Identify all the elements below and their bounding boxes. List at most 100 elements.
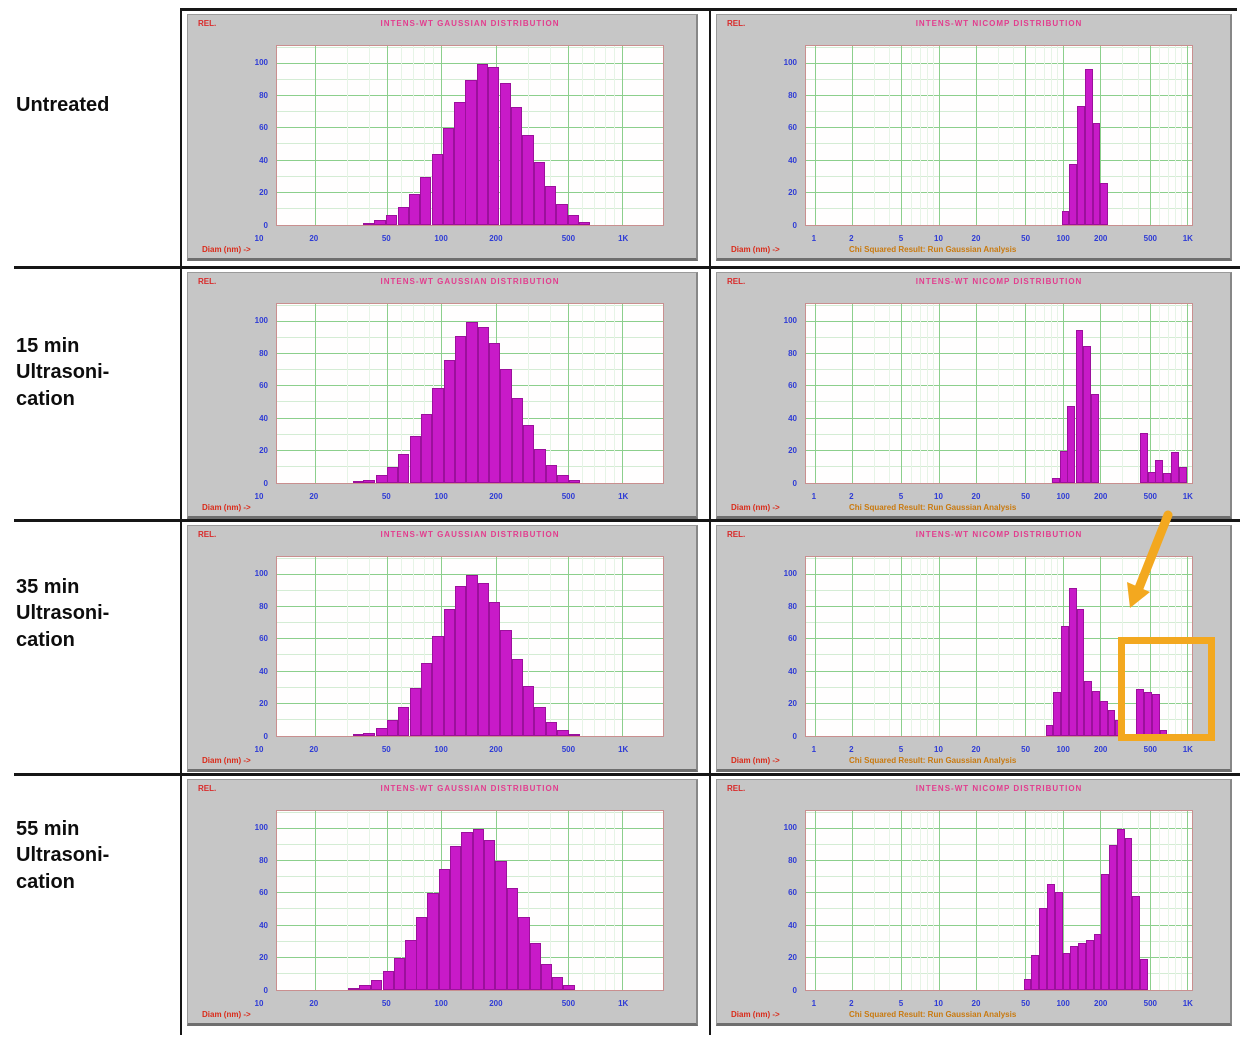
histogram-bar [1052,478,1060,483]
y-tick-label: 20 [788,953,797,963]
histogram-bar [1099,700,1108,736]
y-tick-label: 100 [783,568,797,578]
grid-line-horizontal [806,401,1192,403]
grid-line-vertical [622,811,624,990]
grid-line-horizontal [806,956,1192,958]
grid-line-vertical [1186,811,1188,990]
grid-line-vertical [622,304,624,483]
grid-line-horizontal [806,860,1192,861]
x-tick-label: 500 [1143,999,1157,1008]
grid-line-vertical [873,811,875,990]
grid-line-vertical [1159,304,1161,483]
grid-line-horizontal [806,670,1192,672]
grid-line-vertical [852,304,854,483]
histogram-bar [556,204,568,225]
grid-line-horizontal [806,433,1192,435]
y-tick-label: 100 [254,568,268,578]
grid-line-horizontal [806,465,1192,467]
grid-line-vertical [938,304,940,483]
grid-line-vertical [527,557,529,736]
x-tick-label: 500 [1143,234,1157,243]
x-tick-label: 200 [489,492,503,501]
grid-line-vertical [432,46,434,225]
histogram-bar [1061,210,1070,225]
x-axis-label: Diam (nm) -> [202,756,251,765]
grid-line-vertical [1025,557,1027,736]
grid-line-vertical [1043,811,1045,990]
x-tick-label: 500 [1143,492,1157,501]
histogram-bar [500,629,512,736]
grid-line-horizontal [806,417,1192,419]
x-tick-label: 50 [381,999,391,1008]
histogram-bar [427,893,439,990]
histogram-bar [488,66,500,225]
grid-line-vertical [901,557,903,736]
plot-title: INTENS-WT NICOMP DISTRIBUTION [915,784,1083,793]
y-tick-label: 40 [788,666,797,676]
grid-line-vertical [852,557,854,736]
x-tick-label: 10 [934,234,943,243]
plot-area [276,45,664,226]
x-axis-label: Diam (nm) -> [731,503,780,512]
grid-line-vertical [814,557,816,736]
histogram-bar [1077,105,1085,225]
grid-line-vertical [1174,46,1176,225]
grid-line-horizontal [806,686,1192,688]
grid-line-vertical [401,304,403,483]
histogram-bar [1067,405,1076,483]
table-row-divider-1 [14,266,1240,269]
histogram-bar [506,888,519,990]
x-tick-label: 1 [811,234,817,243]
grid-line-vertical [567,46,569,225]
histogram-bar [409,436,422,483]
x-tick-label: 200 [489,745,503,754]
y-tick-label: 80 [788,601,797,611]
histogram-bar [443,608,456,736]
y-tick-label: 80 [259,855,268,865]
y-tick-label: 20 [259,699,268,709]
grid-line-horizontal [806,622,1192,624]
histogram-bar [465,79,477,225]
grid-line-vertical [582,811,584,990]
grid-line-vertical [1062,811,1064,990]
x-axis-label: Diam (nm) -> [731,245,780,254]
histogram-bar [522,134,534,225]
grid-line-vertical [889,557,891,736]
grid-line-vertical [1137,304,1139,483]
histogram-bar [431,154,443,225]
histogram-panel-15min-nicomp: INTENS-WT NICOMP DISTRIBUTION REL. 1 2 5 10 20… [716,272,1232,519]
histogram-bar [359,985,371,990]
grid-line-vertical [604,557,606,736]
x-tick-label: 10 [254,234,264,243]
grid-line-vertical [1025,304,1027,483]
grid-line-vertical [1181,46,1183,225]
histogram-bar [534,449,546,483]
grid-line-horizontal [806,908,1192,910]
grid-line-vertical [386,811,388,990]
y-tick-label: 60 [259,634,268,644]
histogram-bar [1116,828,1125,990]
grid-line-vertical [369,811,371,990]
y-tick-label: 20 [788,699,797,709]
grid-line-vertical [938,811,940,990]
histogram-bar [409,687,422,736]
plot-title: INTENS-WT NICOMP DISTRIBUTION [915,19,1083,28]
histogram-bar [483,840,496,990]
histogram-panel-55min-gaussian: INTENS-WT GAUSSIAN DISTRIBUTION REL. 10 20 5… [187,779,698,1026]
grid-line-vertical [614,304,616,483]
plot-title: INTENS-WT GAUSSIAN DISTRIBUTION [380,19,560,28]
grid-line-vertical [911,304,913,483]
y-axis-unit-label: REL. [198,530,217,539]
y-tick-label: 60 [788,381,797,391]
histogram-panel-untreated-nicomp: INTENS-WT NICOMP DISTRIBUTION REL. 1 2 5 10 20… [716,14,1232,261]
grid-line-vertical [1174,304,1176,483]
grid-line-vertical [550,46,552,225]
x-tick-label: 1 [811,999,817,1008]
y-tick-label: 60 [788,123,797,133]
x-tick-label: 50 [381,492,391,501]
histogram-bar [488,342,501,483]
plot-title: INTENS-WT NICOMP DISTRIBUTION [915,530,1083,539]
grid-line-horizontal [806,573,1192,575]
y-tick-label: 0 [792,221,797,230]
y-tick-label: 40 [259,666,268,676]
